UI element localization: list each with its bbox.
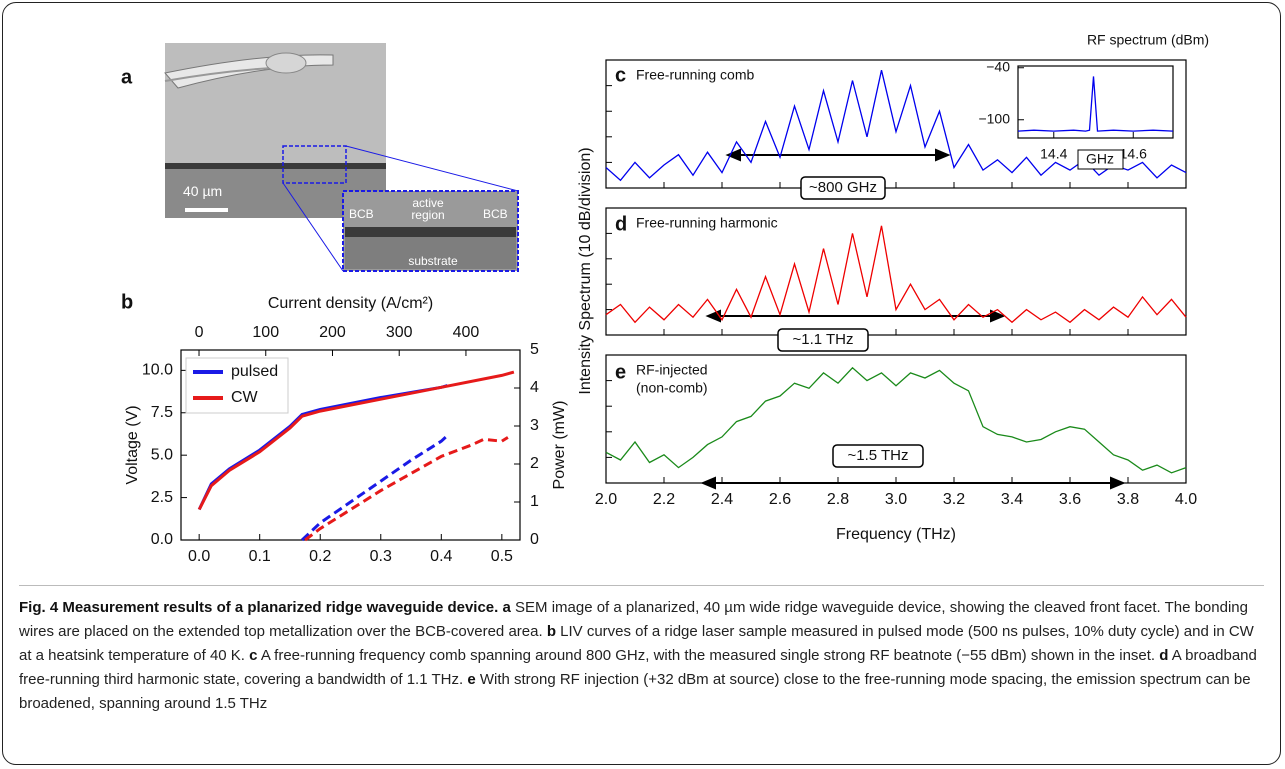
x-tick-label: 14.6 bbox=[1120, 146, 1147, 162]
annotation: ~1.5 THz bbox=[847, 447, 908, 464]
x-tick-label: 2.6 bbox=[769, 491, 791, 508]
y-tick-label: 10.0 bbox=[142, 362, 173, 379]
figure-panels: a b c d e 0.0 0.1 0.2 0.3 0.4 0.5 0 100 200 300 400 0.0 2… bbox=[121, 32, 1209, 601]
legend-label: pulsed bbox=[231, 363, 278, 380]
annotation-box bbox=[777, 328, 869, 352]
y2-tick-label: 1 bbox=[530, 493, 539, 510]
x-tick-label: 2.2 bbox=[653, 491, 675, 508]
sem-image bbox=[164, 43, 519, 272]
plot-frame bbox=[180, 349, 521, 541]
series-line bbox=[605, 366, 1187, 474]
series-line bbox=[605, 225, 1187, 324]
caption-label: a bbox=[502, 599, 511, 616]
x-tick-label: 2.0 bbox=[595, 491, 617, 508]
x2-tick-label: 0 bbox=[195, 324, 204, 341]
y2-tick-label: 0 bbox=[530, 531, 539, 548]
annotation-box bbox=[800, 176, 886, 200]
panel-label: a bbox=[121, 66, 133, 88]
x-axis-label: Frequency (THz) bbox=[836, 526, 956, 543]
x-tick-label: 0.5 bbox=[491, 548, 513, 565]
panel-label: c bbox=[615, 64, 626, 86]
caption-label: b bbox=[546, 623, 556, 640]
y2-axis-label: Power (mW) bbox=[551, 401, 568, 490]
caption-text: A free-running frequency comb spanning a… bbox=[260, 647, 1156, 664]
y2-tick-label: 4 bbox=[530, 379, 539, 396]
y-axis-label: Voltage (V) bbox=[124, 405, 141, 484]
caption-text: SEM image of a planarized, 40 µm wide ri… bbox=[19, 599, 1248, 640]
x2-tick-label: 400 bbox=[453, 324, 480, 341]
y-tick-label: 7.5 bbox=[151, 404, 173, 421]
x-tick-label: 14.4 bbox=[1040, 146, 1067, 162]
caption-text: A broadband free-running third harmonic … bbox=[19, 647, 1257, 688]
caption-text: LIV curves of a ridge laser sample measu… bbox=[19, 623, 1254, 664]
x2-tick-label: 300 bbox=[386, 324, 413, 341]
sem-label: substrate bbox=[408, 254, 458, 268]
x-tick-label: 0.4 bbox=[430, 548, 452, 565]
x-tick-label: 3.4 bbox=[1001, 491, 1023, 508]
x-tick-label: 2.8 bbox=[827, 491, 849, 508]
x-tick-label: 0.3 bbox=[370, 548, 392, 565]
annotation-box bbox=[832, 444, 924, 468]
x-tick-label: 3.0 bbox=[885, 491, 907, 508]
x-tick-label: 4.0 bbox=[1175, 491, 1197, 508]
panel-caption: RF-injected bbox=[636, 362, 708, 378]
x-tick-label: 0.0 bbox=[188, 548, 210, 565]
y-tick-label: −100 bbox=[978, 110, 1010, 126]
caption-title: Fig. 4 Measurement results of a planariz… bbox=[19, 599, 499, 616]
y-tick-label: 5.0 bbox=[151, 446, 173, 463]
series-line bbox=[304, 436, 509, 542]
caption-label: e bbox=[467, 671, 476, 688]
caption-label: d bbox=[1159, 647, 1169, 664]
panel-caption: (non-comb) bbox=[636, 380, 708, 396]
sem-label: BCB bbox=[349, 207, 374, 221]
x-tick-label: 2.4 bbox=[711, 491, 733, 508]
scale-bar-label: 40 µm bbox=[183, 183, 223, 199]
x-label-box bbox=[1077, 149, 1124, 170]
legend-label: CW bbox=[231, 389, 259, 406]
y2-tick-label: 2 bbox=[530, 455, 539, 472]
panel-label: e bbox=[615, 361, 626, 383]
caption-text: With strong RF injection (+32 dBm at sou… bbox=[19, 671, 1251, 712]
series-line bbox=[301, 434, 449, 542]
panel-label: b bbox=[121, 291, 133, 313]
y-tick-label: 2.5 bbox=[151, 489, 173, 506]
panel-caption: Free-running harmonic bbox=[636, 215, 778, 231]
y-tick-label: 0.0 bbox=[151, 531, 173, 548]
panel-label: d bbox=[615, 213, 627, 235]
y-tick-label: −40 bbox=[986, 58, 1010, 74]
y2-tick-label: 3 bbox=[530, 417, 539, 434]
x2-axis-label: Current density (A/cm²) bbox=[268, 295, 433, 312]
panel-caption: Free-running comb bbox=[636, 67, 754, 83]
annotation: ~800 GHz bbox=[809, 179, 877, 196]
chart-title: RF spectrum (dBm) bbox=[1087, 32, 1209, 48]
sem-label: BCB bbox=[483, 207, 508, 221]
x2-tick-label: 100 bbox=[252, 324, 279, 341]
annotation: ~1.1 THz bbox=[792, 331, 853, 348]
x-tick-label: 0.1 bbox=[249, 548, 271, 565]
legend-box bbox=[185, 357, 289, 414]
caption: Fig. 4 Measurement results of a planariz… bbox=[19, 585, 1264, 716]
y2-tick-label: 5 bbox=[530, 341, 539, 358]
x2-tick-label: 200 bbox=[319, 324, 346, 341]
x-tick-label: 3.8 bbox=[1117, 491, 1139, 508]
x-tick-label: 0.2 bbox=[309, 548, 331, 565]
sem-label: active region bbox=[411, 196, 445, 222]
y-axis-label: Intensity Spectrum (10 dB/division) bbox=[577, 147, 594, 394]
x-tick-label: 3.2 bbox=[943, 491, 965, 508]
caption-label: c bbox=[249, 647, 258, 664]
x-tick-label: 3.6 bbox=[1059, 491, 1081, 508]
spectra-arrows bbox=[700, 148, 1126, 490]
series-line bbox=[197, 370, 515, 511]
series-line bbox=[1017, 76, 1174, 132]
x-axis-label: GHz bbox=[1086, 151, 1114, 167]
